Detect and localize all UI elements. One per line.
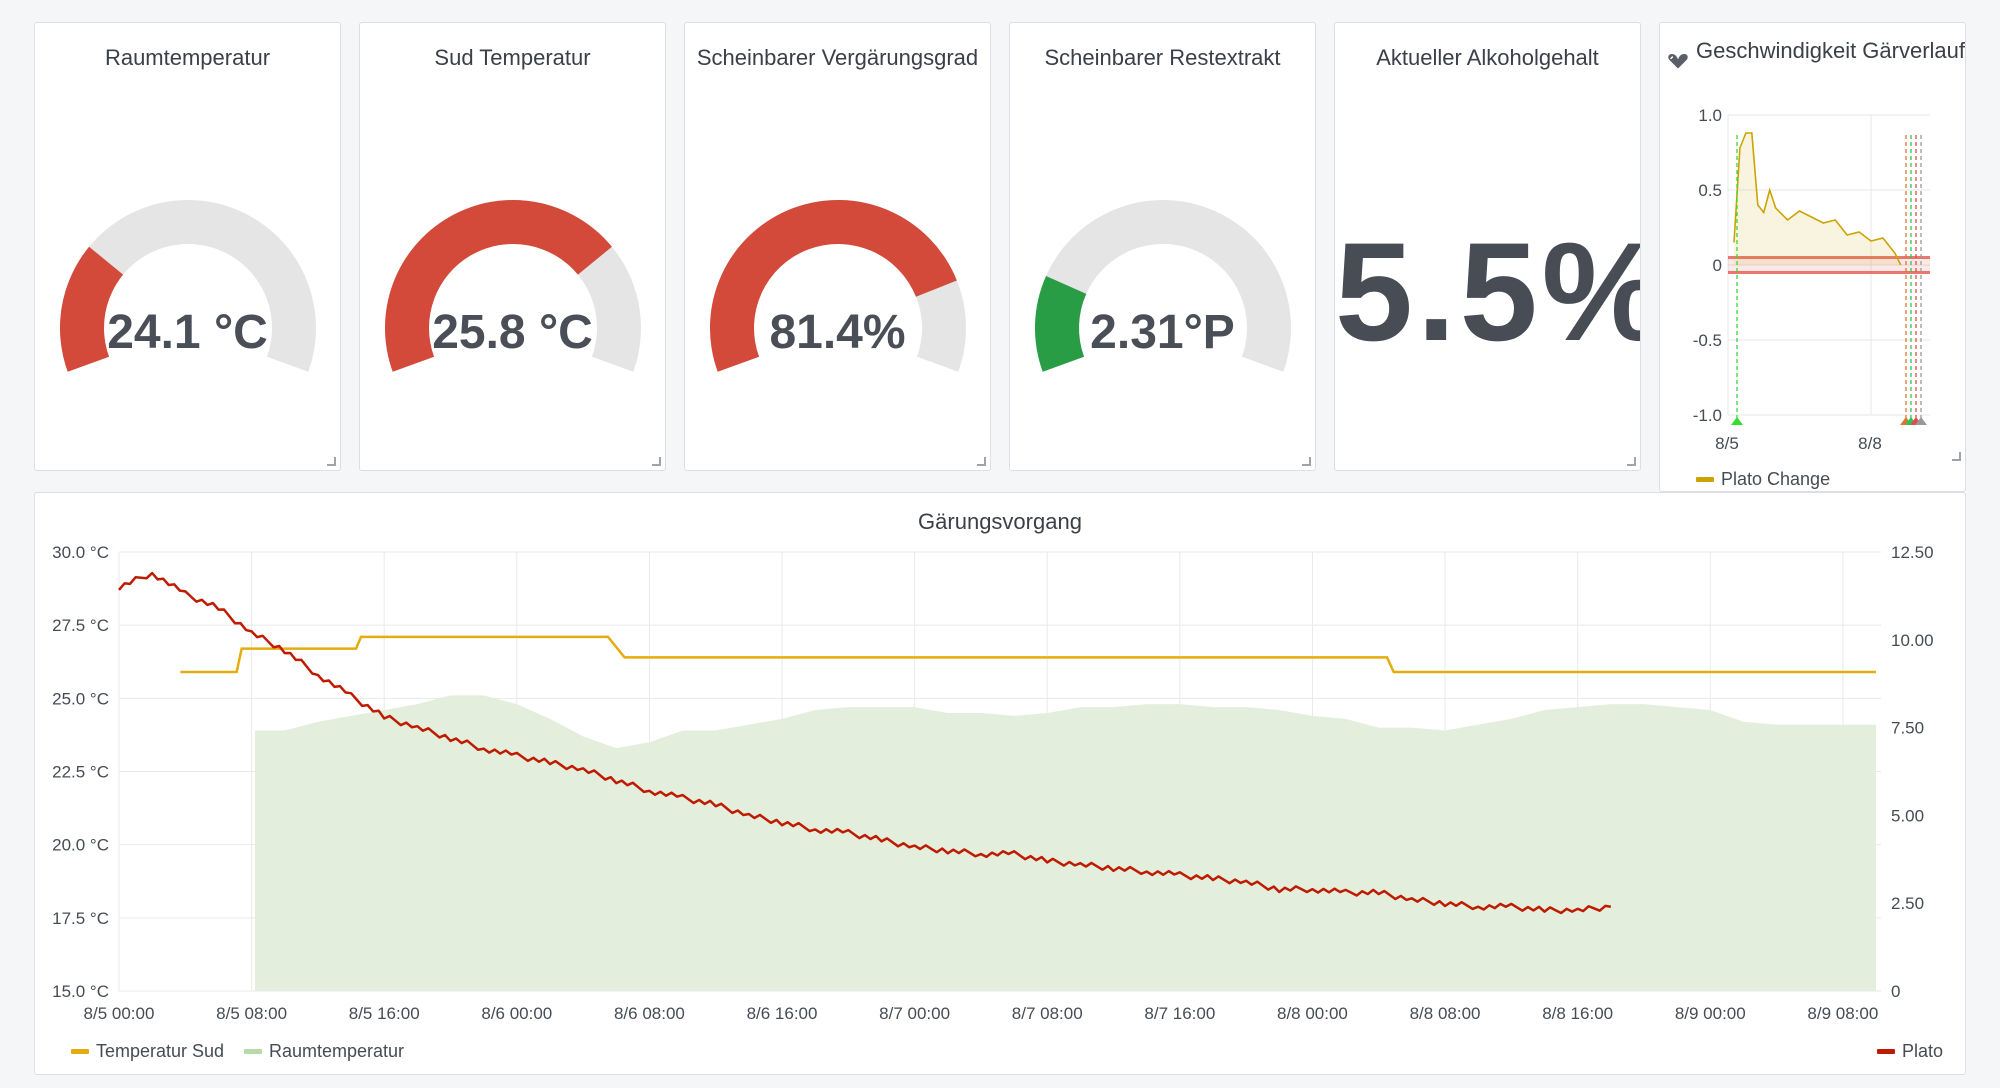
y-left-tick-label: 30.0 °C — [52, 543, 109, 562]
resize-handle[interactable] — [652, 457, 661, 466]
resize-handle[interactable] — [977, 457, 986, 466]
speed-legend[interactable]: Plato Change — [1696, 469, 1830, 490]
stat-value: 5.5% — [1335, 213, 1641, 370]
y-right-tick-label: 2.50 — [1891, 894, 1924, 913]
gauge — [385, 200, 641, 372]
panel-title[interactable]: Geschwindigkeit Gärverlauf — [1696, 38, 1965, 63]
annotation-marker — [1915, 417, 1927, 425]
y-left-tick-label: 17.5 °C — [52, 909, 109, 928]
speed-chart[interactable]: 1.0 0.5 0 -0.5 -1.0 8/5 8/8 — [1660, 23, 1966, 492]
y-tick-label: -0.5 — [1693, 331, 1722, 350]
gauge-fill — [385, 200, 612, 372]
resize-handle[interactable] — [327, 457, 336, 466]
gauge — [1035, 200, 1291, 372]
y-right-tick-label: 12.50 — [1891, 543, 1934, 562]
x-tick-label: 8/8 — [1858, 434, 1882, 453]
panel-title[interactable]: Sud Temperatur — [434, 45, 591, 70]
panel-title[interactable]: Scheinbarer Restextrakt — [1044, 45, 1281, 70]
y-left-tick-label: 15.0 °C — [52, 982, 109, 1001]
x-tick-label: 8/8 16:00 — [1542, 1004, 1613, 1023]
x-tick-label: 8/6 08:00 — [614, 1004, 685, 1023]
panel-restextrakt[interactable]: Scheinbarer Restextrakt 2.31°P — [1009, 22, 1316, 471]
panel-vergaerungsgrad[interactable]: Scheinbarer Vergärungsgrad 81.4% — [684, 22, 991, 471]
y-left-tick-label: 25.0 °C — [52, 689, 109, 708]
gauge-fill — [710, 199, 957, 372]
y-left-tick-label: 27.5 °C — [52, 616, 109, 635]
x-tick-label: 8/8 08:00 — [1410, 1004, 1481, 1023]
y-left-tick-label: 20.0 °C — [52, 836, 109, 855]
legend-label: Plato Change — [1721, 469, 1831, 489]
y-tick-label: 0 — [1713, 256, 1722, 275]
annotation-marker — [1731, 417, 1743, 425]
x-tick-label: 8/5 16:00 — [349, 1004, 420, 1023]
raumtemperatur-area — [254, 695, 1877, 991]
panel-gaerungsvorgang[interactable]: Gärungsvorgang 30.0 °C 27.5 °C 25.0 °C 22.5… — [34, 492, 1966, 1075]
plato-change-line — [1733, 132, 1902, 266]
panel-title[interactable]: Raumtemperatur — [104, 45, 271, 70]
gauge-value: 24.1 °C — [107, 306, 268, 359]
resize-handle[interactable] — [1627, 457, 1636, 466]
x-tick-label: 8/5 08:00 — [216, 1004, 287, 1023]
legend-plato[interactable]: Plato — [1876, 1041, 1943, 1062]
x-tick-label: 8/5 00:00 — [84, 1004, 155, 1023]
panel-title[interactable]: Gärungsvorgang — [918, 509, 1082, 534]
y-left-tick-label: 22.5 °C — [52, 763, 109, 782]
gauge — [710, 199, 966, 372]
legend-raumtemperatur[interactable]: Raumtemperatur — [244, 1041, 404, 1062]
plato-change-area — [1733, 133, 1901, 265]
legend-swatch — [71, 1049, 89, 1054]
x-tick-label: 8/6 16:00 — [747, 1004, 818, 1023]
resize-handle[interactable] — [1952, 452, 1961, 461]
x-tick-label: 8/7 16:00 — [1144, 1004, 1215, 1023]
x-tick-label: 8/9 08:00 — [1807, 1004, 1878, 1023]
legend-label: Plato — [1901, 1041, 1943, 1061]
gauge-track — [1035, 200, 1291, 372]
x-tick-label: 8/6 00:00 — [481, 1004, 552, 1023]
legend-label: Temperatur Sud — [96, 1041, 225, 1061]
plato-line — [118, 571, 1611, 915]
heart-icon — [1666, 51, 1690, 72]
threshold-band — [1728, 257, 1930, 273]
resize-handle[interactable] — [1302, 457, 1311, 466]
panel-alkoholgehalt[interactable]: Aktueller Alkoholgehalt 5.5% — [1334, 22, 1641, 471]
gauge-fill — [1035, 275, 1087, 372]
y-right-tick-label: 10.00 — [1891, 631, 1934, 650]
x-tick-label: 8/7 08:00 — [1012, 1004, 1083, 1023]
gauge-value: 81.4% — [769, 306, 906, 359]
y-right-tick-label: 7.50 — [1891, 719, 1924, 738]
legend-swatch — [244, 1049, 262, 1054]
x-tick-label: 8/7 00:00 — [879, 1004, 950, 1023]
panel-sud-temperatur[interactable]: Sud Temperatur 25.8 °C — [359, 22, 666, 471]
y-right-tick-label: 0 — [1891, 982, 1900, 1001]
x-tick-label: 8/5 — [1715, 434, 1739, 453]
legend-temperatur-sud[interactable]: Temperatur Sud — [71, 1041, 224, 1062]
gauge-track — [60, 200, 317, 372]
temperatur-sud-line — [180, 635, 1877, 674]
gauge-value: 25.8 °C — [432, 306, 593, 359]
legend-swatch — [1876, 1049, 1895, 1054]
gauge-fill — [60, 246, 124, 372]
y-right-tick-label: 5.00 — [1891, 806, 1924, 825]
panel-title[interactable]: Scheinbarer Vergärungsgrad — [696, 45, 979, 70]
panel-geschwindigkeit[interactable]: Geschwindigkeit Gärverlauf 1.0 0.5 0 -0.5 -1… — [1659, 22, 1966, 492]
legend-label: Raumtemperatur — [269, 1041, 405, 1061]
x-tick-label: 8/8 00:00 — [1277, 1004, 1348, 1023]
main-chart[interactable]: 30.0 °C 27.5 °C 25.0 °C 22.5 °C 20.0 °C 17.5 … — [35, 493, 1967, 1076]
y-tick-label: 1.0 — [1698, 106, 1722, 125]
panel-raumtemperatur[interactable]: Raumtemperatur 24.1 °C — [34, 22, 341, 471]
legend-swatch — [1696, 477, 1714, 482]
y-tick-label: -1.0 — [1693, 406, 1722, 425]
panel-title[interactable]: Aktueller Alkoholgehalt — [1376, 45, 1599, 70]
gauge — [60, 200, 317, 372]
gauge-value: 2.31°P — [1090, 306, 1235, 359]
x-tick-label: 8/9 00:00 — [1675, 1004, 1746, 1023]
y-tick-label: 0.5 — [1698, 181, 1722, 200]
